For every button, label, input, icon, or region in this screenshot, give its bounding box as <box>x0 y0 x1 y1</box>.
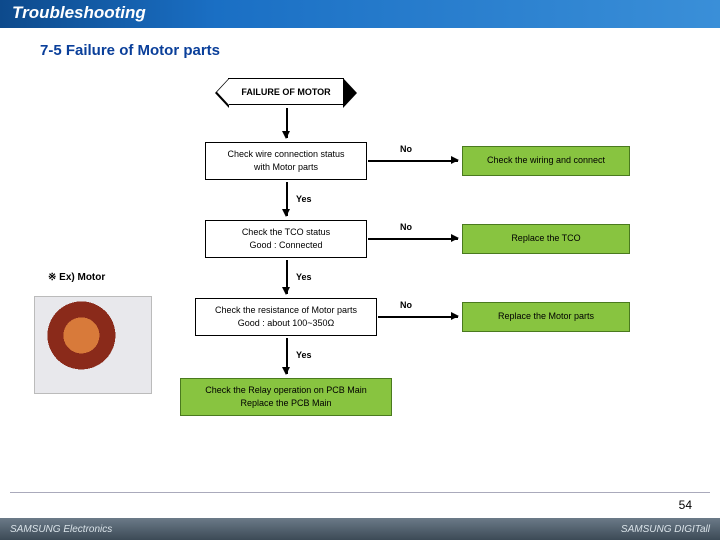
flow-decision-3: Check the resistance of Motor parts Good… <box>195 298 377 336</box>
flow-decision-2: Check the TCO status Good : Connected <box>205 220 367 258</box>
example-photo <box>34 296 152 394</box>
flow-a2-line1: Replace the TCO <box>511 232 580 246</box>
flow-edge-label: Yes <box>296 272 312 282</box>
flow-arrow <box>286 260 288 294</box>
footer: SAMSUNG Electronics SAMSUNG DIGITall <box>0 518 720 540</box>
flow-edge-label: Yes <box>296 350 312 360</box>
flow-d1-line1: Check wire connection status <box>227 148 344 162</box>
flow-start-text: FAILURE OF MOTOR <box>241 87 330 97</box>
flow-edge-label: Yes <box>296 194 312 204</box>
flow-action-3: Replace the Motor parts <box>462 302 630 332</box>
flow-end-line1: Check the Relay operation on PCB Main <box>205 384 367 398</box>
footer-right: SAMSUNG DIGITall <box>621 524 710 535</box>
flow-arrow <box>286 338 288 374</box>
flow-action-2: Replace the TCO <box>462 224 630 254</box>
page-title: Troubleshooting <box>12 3 146 23</box>
page-number: 54 <box>679 498 692 512</box>
flow-action-1: Check the wiring and connect <box>462 146 630 176</box>
flow-a1-line1: Check the wiring and connect <box>487 154 605 168</box>
flow-decision-1: Check wire connection status with Motor … <box>205 142 367 180</box>
flow-end-line2: Replace the PCB Main <box>240 397 331 411</box>
flow-edge-label: No <box>400 144 412 154</box>
divider-line <box>10 492 710 493</box>
footer-left: SAMSUNG Electronics <box>10 524 112 535</box>
side-note: ※ Ex) Motor <box>48 272 105 283</box>
flow-end-node: Check the Relay operation on PCB Main Re… <box>180 378 392 416</box>
flow-arrow <box>378 316 458 318</box>
flow-d2-line2: Good : Connected <box>249 239 322 253</box>
flow-d3-line1: Check the resistance of Motor parts <box>215 304 357 318</box>
flow-edge-label: No <box>400 300 412 310</box>
flow-arrow <box>368 238 458 240</box>
flow-start-node: FAILURE OF MOTOR <box>228 78 344 105</box>
flow-edge-label: No <box>400 222 412 232</box>
section-title: 7-5 Failure of Motor parts <box>40 42 220 59</box>
flow-a3-line1: Replace the Motor parts <box>498 310 594 324</box>
flow-arrow <box>368 160 458 162</box>
flow-d3-line2: Good : about 100~350Ω <box>238 317 335 331</box>
flow-arrow <box>286 182 288 216</box>
flow-d2-line1: Check the TCO status <box>242 226 330 240</box>
flow-d1-line2: with Motor parts <box>254 161 318 175</box>
flow-arrow <box>286 108 288 138</box>
